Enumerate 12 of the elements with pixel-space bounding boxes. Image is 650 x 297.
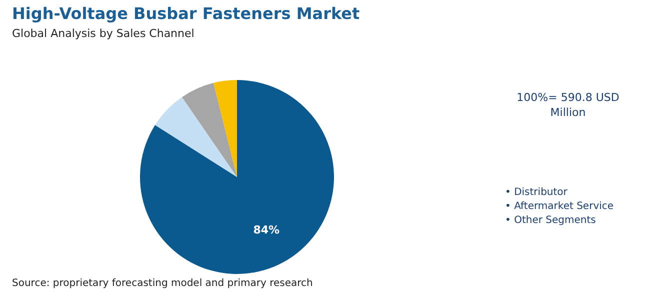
text: • Other Segments: [505, 215, 596, 226]
text: 100%= 590.8 USD Million: [516, 91, 620, 119]
pie-slice: [213, 80, 237, 177]
source-note: Source: proprietary forecasting model and primary research: [12, 278, 313, 289]
chart-subtitle: Global Analysis by Sales Channel: [12, 27, 194, 40]
data-label: 84%: [253, 223, 280, 236]
text: • Distributor: [505, 187, 568, 198]
chart-title: High-Voltage Busbar Fasteners Market: [12, 4, 360, 23]
pie-slice: [140, 80, 334, 274]
text: • Aftermarket Service: [505, 201, 614, 212]
pie-slice: [182, 82, 237, 177]
pie-slice: [155, 97, 237, 177]
